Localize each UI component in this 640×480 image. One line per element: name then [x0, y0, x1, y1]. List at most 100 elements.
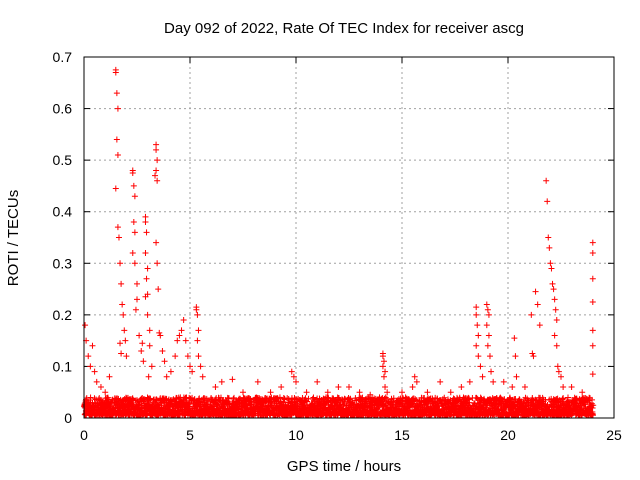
data-point	[118, 350, 125, 357]
data-point	[167, 368, 174, 375]
data-point	[122, 337, 129, 344]
data-point	[195, 353, 202, 360]
data-point	[475, 332, 482, 339]
data-point	[187, 363, 193, 370]
data-point	[411, 373, 418, 380]
data-point	[488, 368, 495, 375]
data-point	[293, 378, 299, 385]
data-point	[91, 368, 98, 375]
data-point	[550, 286, 557, 293]
data-point	[379, 363, 386, 370]
y-tick-label: 0.7	[53, 49, 73, 65]
data-point	[579, 389, 586, 396]
data-point	[186, 403, 193, 410]
y-axis-title: ROTI / TECUs	[5, 190, 22, 286]
data-point	[136, 332, 143, 339]
data-point	[534, 301, 541, 308]
data-point	[182, 337, 189, 344]
data-point	[212, 384, 219, 391]
data-point	[473, 342, 480, 349]
data-point	[159, 347, 166, 354]
data-point	[114, 224, 121, 231]
data-point	[112, 185, 119, 192]
data-point	[483, 322, 490, 329]
data-point	[131, 193, 138, 200]
data-point	[176, 332, 183, 339]
data-point	[511, 335, 518, 342]
data-point	[117, 340, 124, 347]
data-point	[509, 384, 516, 391]
data-point	[123, 353, 130, 360]
data-point	[129, 249, 136, 256]
data-point	[107, 402, 114, 409]
data-point	[267, 389, 274, 396]
axis-ticks	[83, 56, 615, 419]
data-point	[424, 389, 431, 396]
data-point	[314, 378, 321, 385]
x-tick-label: 25	[606, 427, 622, 443]
data-point	[194, 311, 201, 318]
y-tick-label: 0.3	[53, 255, 73, 271]
data-point	[485, 311, 492, 318]
data-point	[154, 177, 161, 184]
data-point	[144, 265, 151, 272]
data-point	[281, 396, 288, 403]
data-point	[130, 182, 137, 189]
data-point	[473, 311, 480, 318]
data-point	[552, 306, 559, 313]
x-tick-label: 20	[500, 427, 516, 443]
data-point	[155, 286, 162, 293]
data-point	[153, 146, 160, 153]
data-point	[560, 384, 567, 391]
data-point	[142, 213, 149, 220]
x-axis-title: GPS time / hours	[287, 458, 401, 475]
data-point	[547, 260, 554, 267]
data-point	[558, 373, 564, 380]
data-point	[97, 384, 104, 391]
data-point	[409, 384, 416, 391]
data-point	[382, 384, 389, 391]
plot-frame	[83, 56, 615, 419]
data-point	[589, 275, 596, 282]
y-tick-label: 0	[64, 410, 72, 426]
data-point	[102, 389, 109, 396]
data-point	[554, 363, 561, 370]
data-point	[85, 353, 92, 360]
data-point	[153, 167, 160, 174]
data-point	[231, 394, 238, 401]
data-point	[486, 353, 493, 360]
data-point	[356, 389, 363, 396]
data-point	[113, 136, 120, 143]
data-point	[324, 389, 331, 396]
data-point	[380, 358, 387, 365]
data-point	[142, 219, 149, 226]
data-point	[197, 363, 204, 370]
data-point	[82, 322, 89, 329]
data-point	[163, 373, 170, 380]
data-point	[546, 244, 553, 251]
x-tick-label: 0	[80, 427, 88, 443]
data-point	[140, 358, 147, 365]
data-point	[458, 384, 465, 391]
data-point	[89, 342, 96, 349]
data-point	[553, 342, 560, 349]
data-point	[437, 378, 444, 385]
data-point	[254, 378, 261, 385]
data-point	[413, 378, 420, 385]
data-point	[536, 322, 543, 329]
y-tick-label: 0.6	[53, 101, 73, 117]
data-point	[161, 358, 168, 365]
data-point	[148, 363, 155, 370]
data-point	[521, 384, 528, 391]
y-tick-label: 0.5	[53, 152, 73, 168]
data-point	[555, 368, 562, 375]
data-point	[475, 353, 482, 360]
data-point	[548, 265, 555, 272]
data-point	[174, 337, 181, 344]
data-point	[93, 378, 100, 385]
data-point	[113, 90, 120, 97]
data-point	[118, 280, 125, 287]
data-points	[81, 66, 597, 419]
data-point	[240, 389, 246, 396]
